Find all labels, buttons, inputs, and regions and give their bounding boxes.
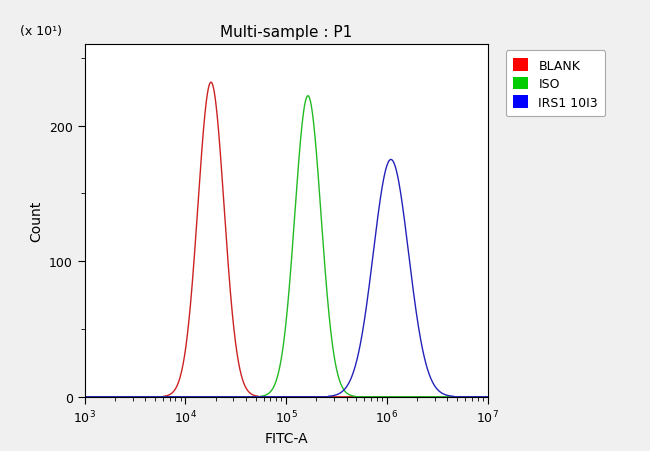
IRS1 10I3: [412, 308, 420, 313]
X-axis label: FITC-A: FITC-A: [264, 431, 308, 445]
IRS1 10I3: [322, 394, 330, 400]
BLANK: [382, 394, 389, 400]
Y-axis label: Count: Count: [29, 200, 44, 242]
ISO: [343, 391, 350, 396]
ISO: [304, 94, 312, 99]
BLANK: [412, 394, 420, 400]
IRS1 10I3: [154, 394, 162, 400]
IRS1 10I3: [235, 394, 242, 400]
BLANK: [484, 394, 491, 400]
IRS1 10I3: [484, 394, 491, 400]
Line: BLANK: BLANK: [84, 83, 488, 397]
IRS1 10I3: [81, 394, 88, 400]
BLANK: [343, 394, 350, 400]
ISO: [81, 394, 88, 400]
ISO: [235, 394, 242, 400]
BLANK: [322, 394, 330, 400]
IRS1 10I3: [387, 157, 395, 163]
ISO: [412, 394, 420, 400]
IRS1 10I3: [382, 170, 389, 175]
BLANK: [81, 394, 88, 400]
BLANK: [207, 80, 215, 86]
ISO: [154, 394, 162, 400]
Legend: BLANK, ISO, IRS1 10I3: BLANK, ISO, IRS1 10I3: [506, 51, 605, 117]
BLANK: [235, 360, 242, 365]
BLANK: [154, 394, 162, 400]
IRS1 10I3: [343, 384, 350, 390]
ISO: [382, 394, 389, 400]
Text: (x 10¹): (x 10¹): [20, 25, 62, 38]
Line: ISO: ISO: [84, 97, 488, 397]
ISO: [484, 394, 491, 400]
Title: Multi-sample : P1: Multi-sample : P1: [220, 25, 352, 40]
Line: IRS1 10I3: IRS1 10I3: [84, 160, 488, 397]
ISO: [322, 282, 330, 287]
